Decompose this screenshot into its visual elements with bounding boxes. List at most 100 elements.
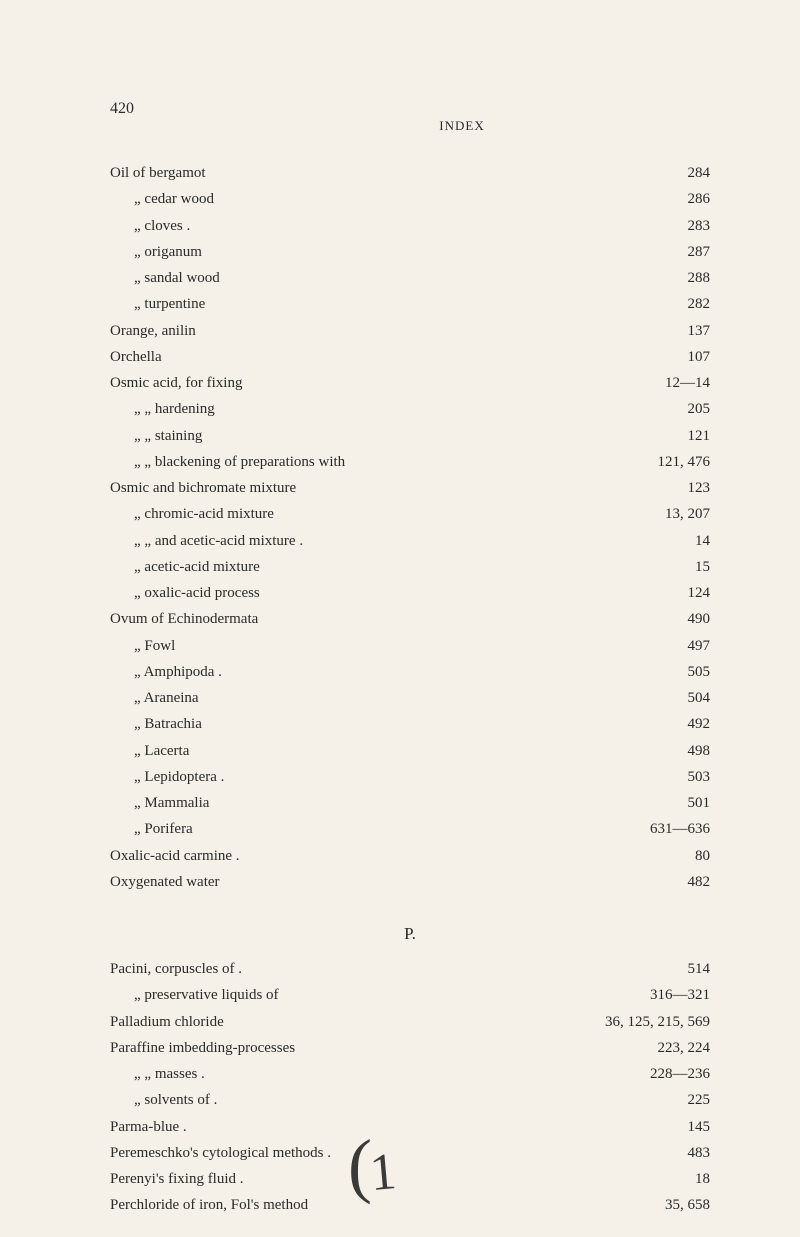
entry-label: „ oxalic-acid process bbox=[110, 582, 260, 605]
entry-page: 631—636 bbox=[642, 818, 710, 841]
entry-label: Oil of bergamot bbox=[110, 162, 206, 185]
index-entry: Paraffine imbedding-processes 223, 224 bbox=[110, 1037, 710, 1060]
entry-label: Pacini, corpuscles of . bbox=[110, 958, 242, 981]
section-letter: P. bbox=[110, 924, 710, 944]
entry-label: „ Fowl bbox=[110, 635, 175, 658]
index-entry: „ Lacerta 498 bbox=[110, 740, 710, 763]
entry-page: 284 bbox=[680, 162, 711, 185]
entry-page: 503 bbox=[680, 766, 711, 789]
entry-label: „ „ masses . bbox=[110, 1063, 205, 1086]
index-entries-p: Pacini, corpuscles of .514 „ preservative… bbox=[110, 958, 710, 1218]
entry-page: 12—14 bbox=[657, 372, 710, 395]
index-entry: Oil of bergamot 284 bbox=[110, 162, 710, 185]
entry-page: 498 bbox=[680, 740, 711, 763]
index-entry: Parma-blue . 145 bbox=[110, 1116, 710, 1139]
entry-page: 286 bbox=[680, 188, 711, 211]
entry-page: 15 bbox=[687, 556, 710, 579]
entry-page: 121 bbox=[680, 425, 711, 448]
index-entry: „ Lepidoptera . 503 bbox=[110, 766, 710, 789]
entry-label: Palladium chloride bbox=[110, 1011, 224, 1034]
entry-label: „ solvents of . bbox=[110, 1089, 217, 1112]
entry-page: 283 bbox=[680, 215, 711, 238]
entry-label: „ „ and acetic-acid mixture . bbox=[110, 530, 303, 553]
entry-label: „ „ blackening of preparations with bbox=[110, 451, 345, 474]
index-entry: „ „ staining 121 bbox=[110, 425, 710, 448]
page-number: 420 bbox=[110, 100, 134, 134]
index-entry: Perenyi's fixing fluid .18 bbox=[110, 1168, 710, 1191]
entry-page: 223, 224 bbox=[650, 1037, 711, 1060]
index-entry: Osmic and bichromate mixture 123 bbox=[110, 477, 710, 500]
entry-label: „ cedar wood bbox=[110, 188, 214, 211]
entry-page: 490 bbox=[680, 608, 711, 631]
entry-label: „ Lepidoptera . bbox=[110, 766, 224, 789]
entry-label: „ acetic-acid mixture bbox=[110, 556, 260, 579]
glyph-letter: 1 bbox=[367, 1142, 398, 1203]
entry-page: 145 bbox=[680, 1116, 711, 1139]
index-entry: „ sandal wood 288 bbox=[110, 267, 710, 290]
index-entry: „ Fowl 497 bbox=[110, 635, 710, 658]
entry-page: 483 bbox=[680, 1142, 711, 1165]
entry-label: „ Porifera bbox=[110, 818, 193, 841]
entry-label: Parma-blue . bbox=[110, 1116, 187, 1139]
entry-label: Orange, anilin bbox=[110, 320, 196, 343]
entry-page: 282 bbox=[680, 293, 711, 316]
index-entry: „ Batrachia492 bbox=[110, 713, 710, 736]
entry-page: 492 bbox=[680, 713, 711, 736]
index-entry: „ „ blackening of preparations with121, … bbox=[110, 451, 710, 474]
entry-label: „ Araneina bbox=[110, 687, 199, 710]
entry-page: 205 bbox=[680, 398, 711, 421]
entry-page: 107 bbox=[680, 346, 711, 369]
index-entry: „ preservative liquids of 316—321 bbox=[110, 984, 710, 1007]
index-entry: Palladium chloride 36, 125, 215, 569 bbox=[110, 1011, 710, 1034]
index-title: INDEX bbox=[439, 118, 484, 134]
entry-label: „ „ staining bbox=[110, 425, 202, 448]
entry-label: „ „ hardening bbox=[110, 398, 215, 421]
entry-label: Osmic acid, for fixing bbox=[110, 372, 242, 395]
entry-label: „ preservative liquids of bbox=[110, 984, 279, 1007]
entry-label: Perchloride of iron, Fol's method bbox=[110, 1194, 308, 1217]
index-entry: „ Mammalia501 bbox=[110, 792, 710, 815]
entry-page: 80 bbox=[687, 845, 710, 868]
entry-page: 228—236 bbox=[642, 1063, 710, 1086]
index-entry: Orange, anilin 137 bbox=[110, 320, 710, 343]
index-entry: „ Porifera 631—636 bbox=[110, 818, 710, 841]
entry-label: Peremeschko's cytological methods . bbox=[110, 1142, 331, 1165]
entry-page: 13, 207 bbox=[657, 503, 710, 526]
entry-label: Oxygenated water bbox=[110, 871, 220, 894]
entry-page: 36, 125, 215, 569 bbox=[597, 1011, 710, 1034]
entry-page: 14 bbox=[687, 530, 710, 553]
index-entry: Pacini, corpuscles of .514 bbox=[110, 958, 710, 981]
entry-label: „ Mammalia bbox=[110, 792, 209, 815]
entry-page: 497 bbox=[680, 635, 711, 658]
entry-page: 288 bbox=[680, 267, 711, 290]
index-entry: Perchloride of iron, Fol's method35, 658 bbox=[110, 1194, 710, 1217]
entry-label: „ sandal wood bbox=[110, 267, 220, 290]
entry-page: 316—321 bbox=[642, 984, 710, 1007]
page-header: 420 INDEX bbox=[110, 100, 710, 134]
entry-page: 482 bbox=[680, 871, 711, 894]
entry-page: 505 bbox=[680, 661, 711, 684]
index-entry: Oxygenated water 482 bbox=[110, 871, 710, 894]
entry-label: Perenyi's fixing fluid . bbox=[110, 1168, 244, 1191]
index-entry: „ „ hardening 205 bbox=[110, 398, 710, 421]
index-entry: Ovum of Echinodermata490 bbox=[110, 608, 710, 631]
entry-page: 225 bbox=[680, 1089, 711, 1112]
entry-page: 287 bbox=[680, 241, 711, 264]
entry-page: 504 bbox=[680, 687, 711, 710]
entry-label: „ Amphipoda . bbox=[110, 661, 222, 684]
index-entry: „ „ and acetic-acid mixture . 14 bbox=[110, 530, 710, 553]
entry-page: 124 bbox=[680, 582, 711, 605]
entry-label: „ origanum bbox=[110, 241, 202, 264]
entry-label: Paraffine imbedding-processes bbox=[110, 1037, 295, 1060]
index-entry: „ cedar wood 286 bbox=[110, 188, 710, 211]
index-entry: „ turpentine282 bbox=[110, 293, 710, 316]
index-entry: Peremeschko's cytological methods . 483 bbox=[110, 1142, 710, 1165]
entry-page: 123 bbox=[680, 477, 711, 500]
index-entry: „ „ masses . 228—236 bbox=[110, 1063, 710, 1086]
entry-label: „ Lacerta bbox=[110, 740, 189, 763]
entry-page: 137 bbox=[680, 320, 711, 343]
entry-label: Osmic and bichromate mixture bbox=[110, 477, 296, 500]
entry-label: Oxalic-acid carmine . bbox=[110, 845, 240, 868]
index-entry: „ oxalic-acid process 124 bbox=[110, 582, 710, 605]
index-entry: Osmic acid, for fixing 12—14 bbox=[110, 372, 710, 395]
